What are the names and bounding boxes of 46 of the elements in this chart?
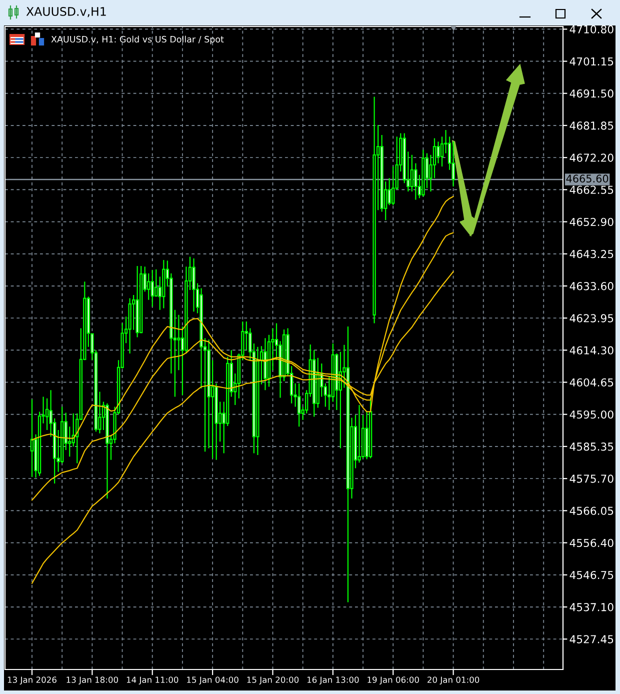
- candlestick: [150, 269, 154, 308]
- y-tick-label: 4546.75: [570, 570, 614, 580]
- x-tick-label: 16 Jan 13:00: [307, 676, 359, 684]
- x-tick-label: 13 Jan 2026: [8, 676, 56, 684]
- y-tick-label: 4710.80: [570, 25, 614, 34]
- x-tick-label: 15 Jan 20:00: [247, 676, 299, 684]
- y-tick-label: 4527.45: [570, 635, 614, 644]
- chart-title: XAUUSD.v,H1: [26, 6, 106, 18]
- y-tick-label: 4672.20: [570, 154, 614, 162]
- y-tick-label: 4652.90: [570, 218, 614, 226]
- candlestick: [256, 346, 260, 456]
- candlestick: [346, 326, 350, 603]
- y-tick-label: 4681.85: [570, 122, 614, 130]
- y-tick-label: 4575.70: [570, 474, 614, 483]
- x-tick-label: 15 Jan 04:00: [187, 676, 238, 684]
- y-tick-label: 4662.55: [570, 186, 614, 194]
- y-tick-label: 4604.65: [570, 378, 614, 387]
- y-tick-label: 4614.30: [570, 346, 614, 354]
- x-tick-label: 13 Jan 18:00: [66, 676, 118, 684]
- y-tick-label: 4633.60: [570, 282, 614, 290]
- y-tick-label: 4556.40: [570, 538, 614, 548]
- y-tick-label: 4595.00: [570, 410, 614, 419]
- candlestick: [368, 397, 372, 459]
- candlestick: [372, 96, 376, 324]
- x-tick-label: 20 Jan 01:00: [428, 676, 480, 684]
- y-tick-label: 4701.15: [570, 57, 614, 66]
- x-tick-label: 14 Jan 11:00: [126, 676, 178, 684]
- candlestick: [139, 265, 143, 334]
- candlestick: [162, 259, 166, 309]
- candlestick: [106, 402, 109, 500]
- x-tick-label: 19 Jan 06:00: [368, 676, 419, 684]
- candlestick: [264, 338, 267, 391]
- candlestick: [30, 398, 34, 478]
- candlestick: [128, 298, 132, 354]
- y-tick-label: 4585.35: [570, 442, 614, 451]
- candlestick: [297, 382, 301, 428]
- y-tick-label: 4643.25: [570, 250, 614, 258]
- candlestick: [192, 258, 196, 312]
- y-tick-label: 4691.50: [570, 89, 614, 98]
- ref-line-label: 4665.60: [566, 174, 608, 183]
- candlestick: [136, 265, 139, 338]
- y-tick-label: 4623.95: [570, 314, 614, 322]
- candlestick: [422, 149, 425, 198]
- y-tick-label: 4566.05: [570, 506, 614, 515]
- text: XAUUSD.v, H1: Gold vs US Dollar / Spot: [51, 36, 224, 44]
- y-tick-label: 4537.10: [570, 603, 614, 612]
